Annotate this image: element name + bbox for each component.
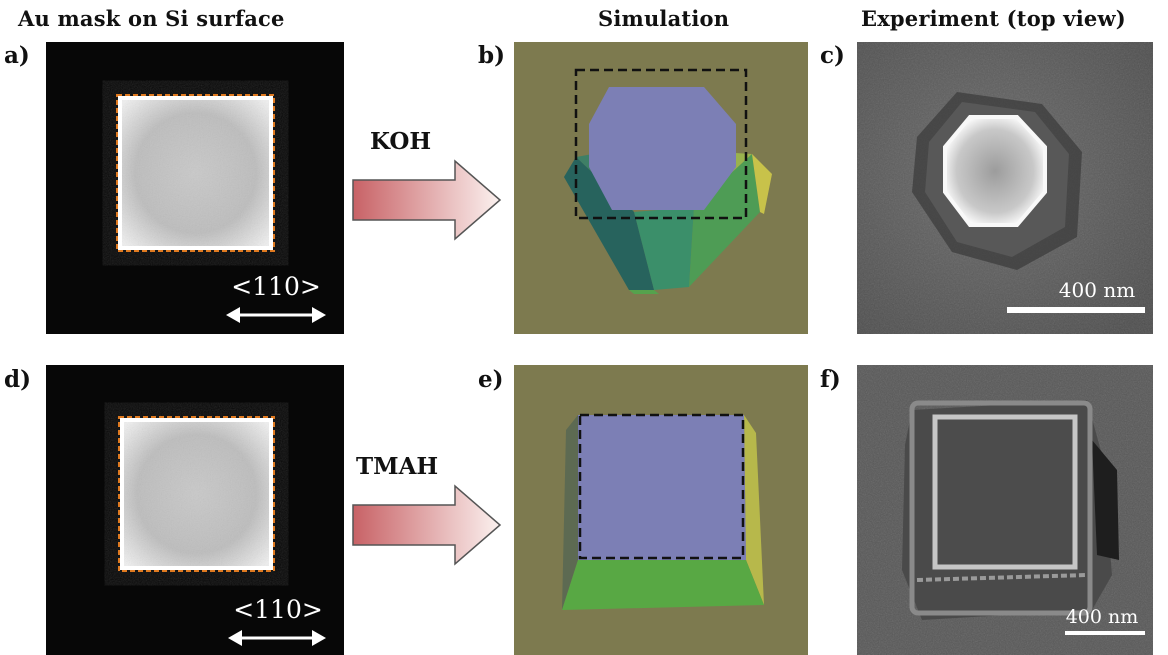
direction-label: <110> [233, 595, 323, 624]
panel-e-simulation-image [514, 365, 808, 655]
panel-d-mask-image: <110> [46, 365, 344, 655]
column-title-experiment: Experiment (top view) [861, 6, 1126, 31]
mask-outline [118, 416, 275, 572]
mask-outline [574, 68, 748, 220]
column-title-simulation: Simulation [598, 6, 730, 31]
process-arrow-icon [352, 484, 502, 566]
octagonal-top [943, 115, 1047, 227]
process-arrow-icon [352, 159, 502, 241]
panel-label-e: e) [478, 366, 504, 393]
panel-label-a: a) [4, 42, 30, 69]
panel-label-c: c) [820, 42, 845, 69]
top-facet [578, 415, 746, 560]
mask-outline [116, 94, 275, 252]
mask-outline [578, 413, 745, 560]
square-top [932, 414, 1078, 570]
etchant-label-tmah: TMAH [356, 453, 439, 480]
panel-label-f: f) [820, 366, 841, 393]
panel-label-d: d) [4, 366, 31, 393]
direction-double-arrow-icon [226, 307, 326, 323]
scale-bar-label: 400 nm [1059, 278, 1135, 302]
etchant-label-koh: KOH [370, 128, 432, 155]
panel-a-mask-image: <110> [46, 42, 344, 334]
panel-f-sem-image: 400 nm [857, 365, 1153, 655]
direction-double-arrow-icon [228, 630, 326, 646]
column-title-mask: Au mask on Si surface [18, 6, 285, 31]
direction-label: <110> [231, 272, 321, 301]
top-facet [589, 87, 736, 210]
scale-bar-label: 400 nm [1066, 606, 1139, 628]
panel-c-sem-image: 400 nm [857, 42, 1153, 334]
panel-b-simulation-image [514, 42, 808, 334]
panel-label-b: b) [478, 42, 505, 69]
